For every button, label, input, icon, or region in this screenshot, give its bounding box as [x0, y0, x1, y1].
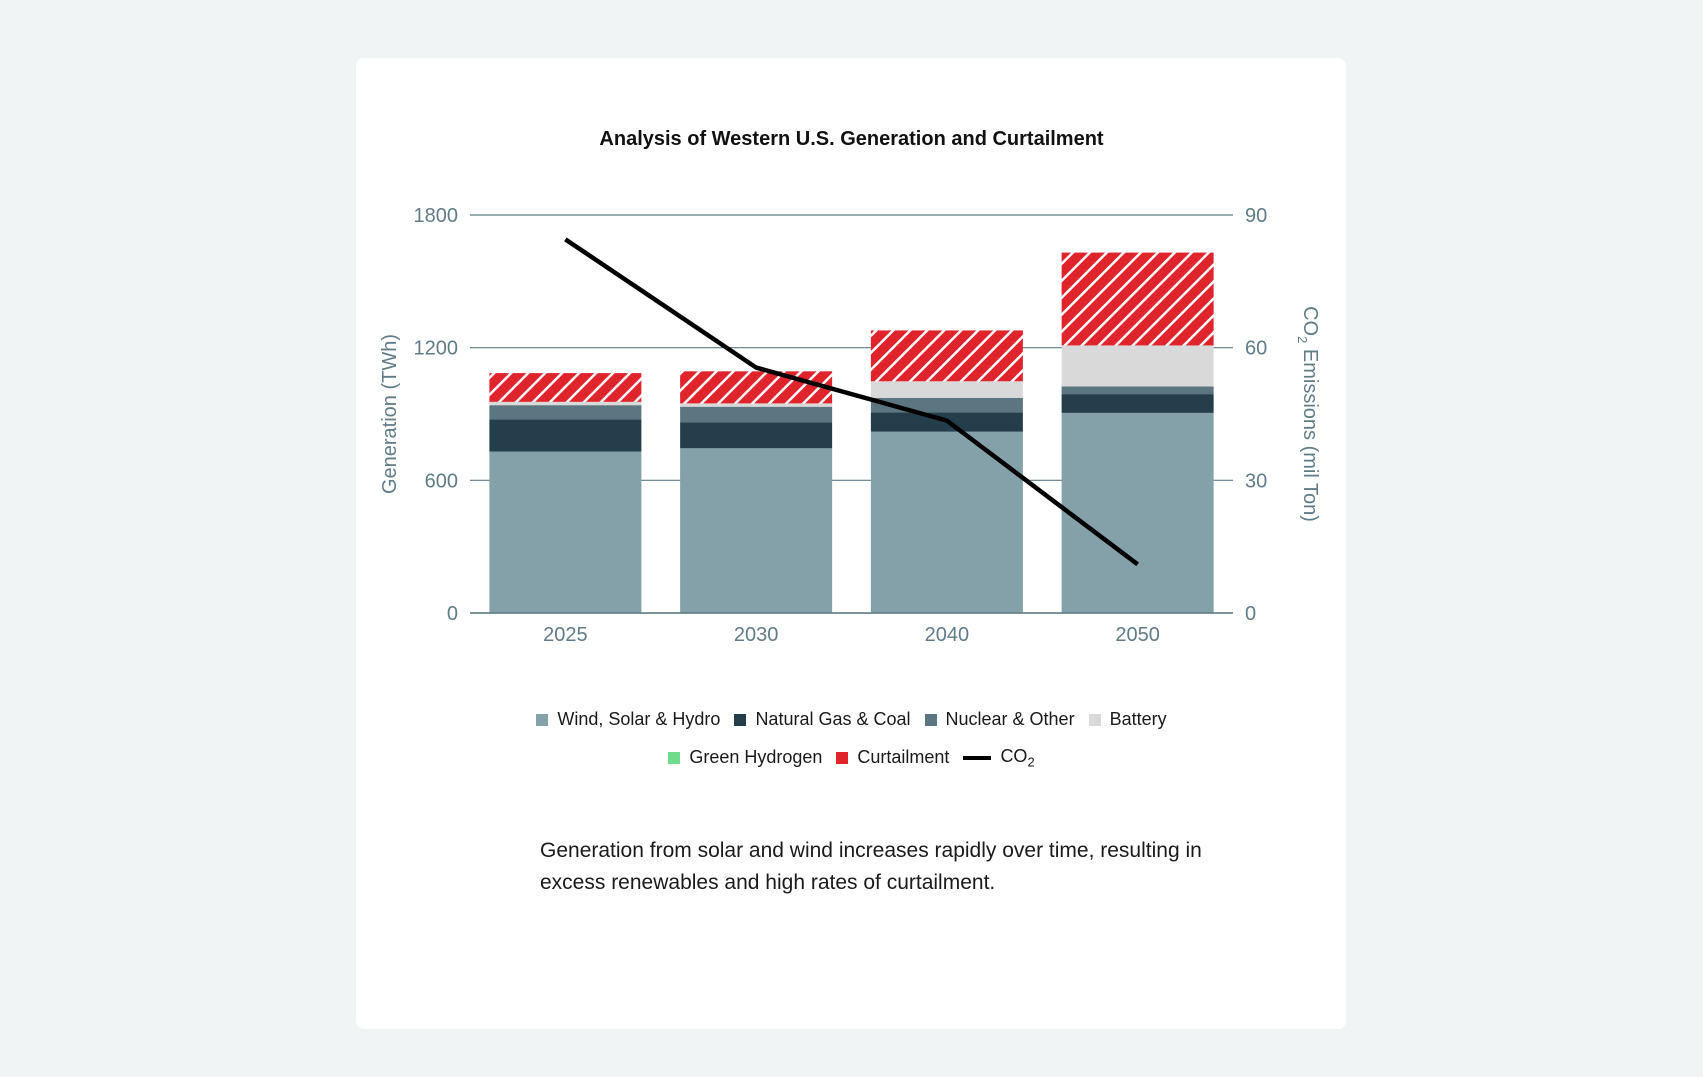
chart-caption: Generation from solar and wind increases… — [540, 839, 1202, 894]
bar-segment — [489, 419, 642, 452]
legend: Green Hydrogen Curtailment CO2 — [0, 746, 1703, 770]
y-tick-label: 1200 — [414, 338, 459, 360]
y-tick-label: 600 — [425, 470, 458, 492]
y-tick-label: 0 — [447, 603, 458, 625]
y-tick-label: 1800 — [414, 205, 459, 227]
legend-label: Battery — [1109, 709, 1167, 729]
y2-tick-label: 0 — [1245, 603, 1256, 625]
bar-segment — [489, 373, 642, 402]
legend-item: Battery — [1088, 709, 1167, 730]
legend-label: Nuclear & Other — [945, 709, 1075, 729]
legend-label: Green Hydrogen — [689, 747, 823, 768]
bar-segment — [870, 381, 1023, 398]
bar-segment — [1061, 412, 1214, 613]
co2-line — [564, 237, 1139, 567]
legend-swatch — [734, 713, 747, 726]
legend-label: Natural Gas & Coal — [755, 709, 911, 729]
bar-segment — [870, 330, 1023, 382]
legend-label: CO2 — [1000, 746, 1035, 770]
bar-segment — [1061, 252, 1214, 346]
bar-segment — [489, 451, 642, 613]
bar-segment — [680, 403, 833, 407]
legend-item: CO2 — [963, 746, 1035, 770]
x-tick-label: 2050 — [1115, 624, 1160, 646]
legend-swatch — [536, 713, 549, 726]
legend-item: Nuclear & Other — [924, 709, 1075, 730]
legend: Wind, Solar & Hydro Natural Gas & Coal Nuc… — [0, 709, 1703, 730]
x-tick-label: 2040 — [925, 624, 970, 646]
bar-segment — [680, 406, 833, 423]
bar-segment — [870, 431, 1023, 613]
legend-swatch — [924, 713, 937, 726]
legend-label: Curtailment — [857, 747, 950, 768]
legend-swatch — [668, 751, 681, 764]
bar-segment — [680, 448, 833, 613]
y2-axis-label: CO2 Emissions (mil Ton) — [1295, 306, 1321, 522]
bar-segment — [680, 371, 833, 404]
y2-tick-label: 30 — [1245, 470, 1267, 492]
legend-label: Wind, Solar & Hydro — [557, 709, 721, 729]
legend-swatch — [963, 755, 992, 760]
bar-segment — [1061, 394, 1214, 413]
bar-segment — [1061, 386, 1214, 395]
y-axis-label: Generation (TWh) — [379, 334, 401, 494]
x-tick-label: 2025 — [543, 624, 588, 646]
bar-segment — [680, 422, 833, 449]
legend-item: Green Hydrogen — [668, 746, 822, 770]
chart-title: Analysis of Western U.S. Generation and … — [599, 128, 1104, 150]
legend-item: Curtailment — [836, 746, 949, 770]
x-tick-label: 2030 — [734, 624, 779, 646]
bar-segment — [489, 405, 642, 420]
bar-segment — [489, 401, 642, 406]
legend-swatch — [1088, 713, 1101, 726]
bar-segment — [1061, 345, 1214, 387]
y2-tick-label: 90 — [1245, 205, 1267, 227]
y2-tick-label: 60 — [1245, 338, 1267, 360]
legend-item: Natural Gas & Coal — [734, 709, 911, 730]
chart-plot: 0 600 1200 1800 0 30 60 90 2025 2030 2040 2050 Gener… — [379, 205, 1321, 646]
legend-item: Wind, Solar & Hydro — [536, 709, 720, 730]
legend-swatch — [836, 751, 849, 764]
